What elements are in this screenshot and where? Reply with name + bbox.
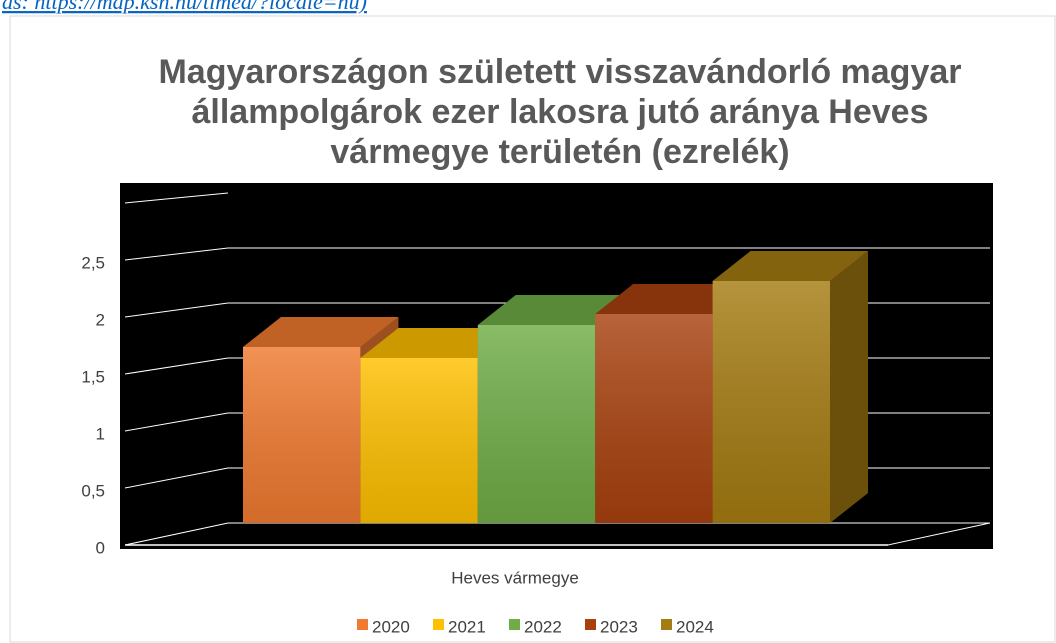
bar <box>477 325 596 523</box>
legend-swatch <box>661 619 672 630</box>
grid-line <box>124 412 229 432</box>
y-tick-label: 1 <box>96 424 105 443</box>
legend-label: 2023 <box>600 617 638 636</box>
bar-top <box>477 295 634 325</box>
x-tick-label: Heves vármegye <box>451 568 579 587</box>
bar <box>595 314 713 523</box>
y-tick-label: 0,5 <box>81 481 105 500</box>
y-tick-label: 1,5 <box>81 367 105 386</box>
legend-swatch <box>585 619 596 630</box>
grid-line <box>124 467 229 489</box>
y-tick-label: 2 <box>96 310 105 329</box>
bar-top <box>712 251 868 281</box>
grid-line <box>124 357 229 375</box>
bar-top <box>243 317 399 347</box>
legend-label: 2024 <box>676 617 714 636</box>
grid-line <box>124 522 229 546</box>
legend-label: 2022 <box>524 617 562 636</box>
bar-side <box>830 251 868 523</box>
chart-title: Magyarországon született visszavándorló … <box>158 53 961 91</box>
y-tick-label: 2,5 <box>81 253 105 272</box>
legend-label: 2020 <box>372 617 410 636</box>
source-note: ás: https://map.ksh.hu/timea/?locale=hu) <box>2 0 367 14</box>
bar-top <box>595 284 751 314</box>
bar-top <box>595 284 751 314</box>
bar <box>712 281 830 523</box>
legend-swatch <box>357 619 368 630</box>
grid-line <box>124 192 229 204</box>
bar <box>243 347 361 523</box>
grid-line <box>124 302 229 318</box>
y-tick-label: 0 <box>96 538 105 557</box>
bar-top <box>477 295 634 325</box>
bar-top <box>243 317 399 347</box>
bar <box>360 358 478 523</box>
bar-top <box>712 251 868 281</box>
legend-swatch <box>433 619 444 630</box>
chart-title: vármegye területén (ezrelék) <box>330 133 789 171</box>
grid-line <box>124 247 229 261</box>
bar-side <box>830 251 868 523</box>
bar-top <box>360 328 516 358</box>
bar-top <box>360 328 516 358</box>
x-axis-line <box>887 522 991 546</box>
legend-swatch <box>509 619 520 630</box>
legend-label: 2021 <box>448 617 486 636</box>
chart-title: állampolgárok ezer lakosra jutó aránya H… <box>191 93 928 131</box>
